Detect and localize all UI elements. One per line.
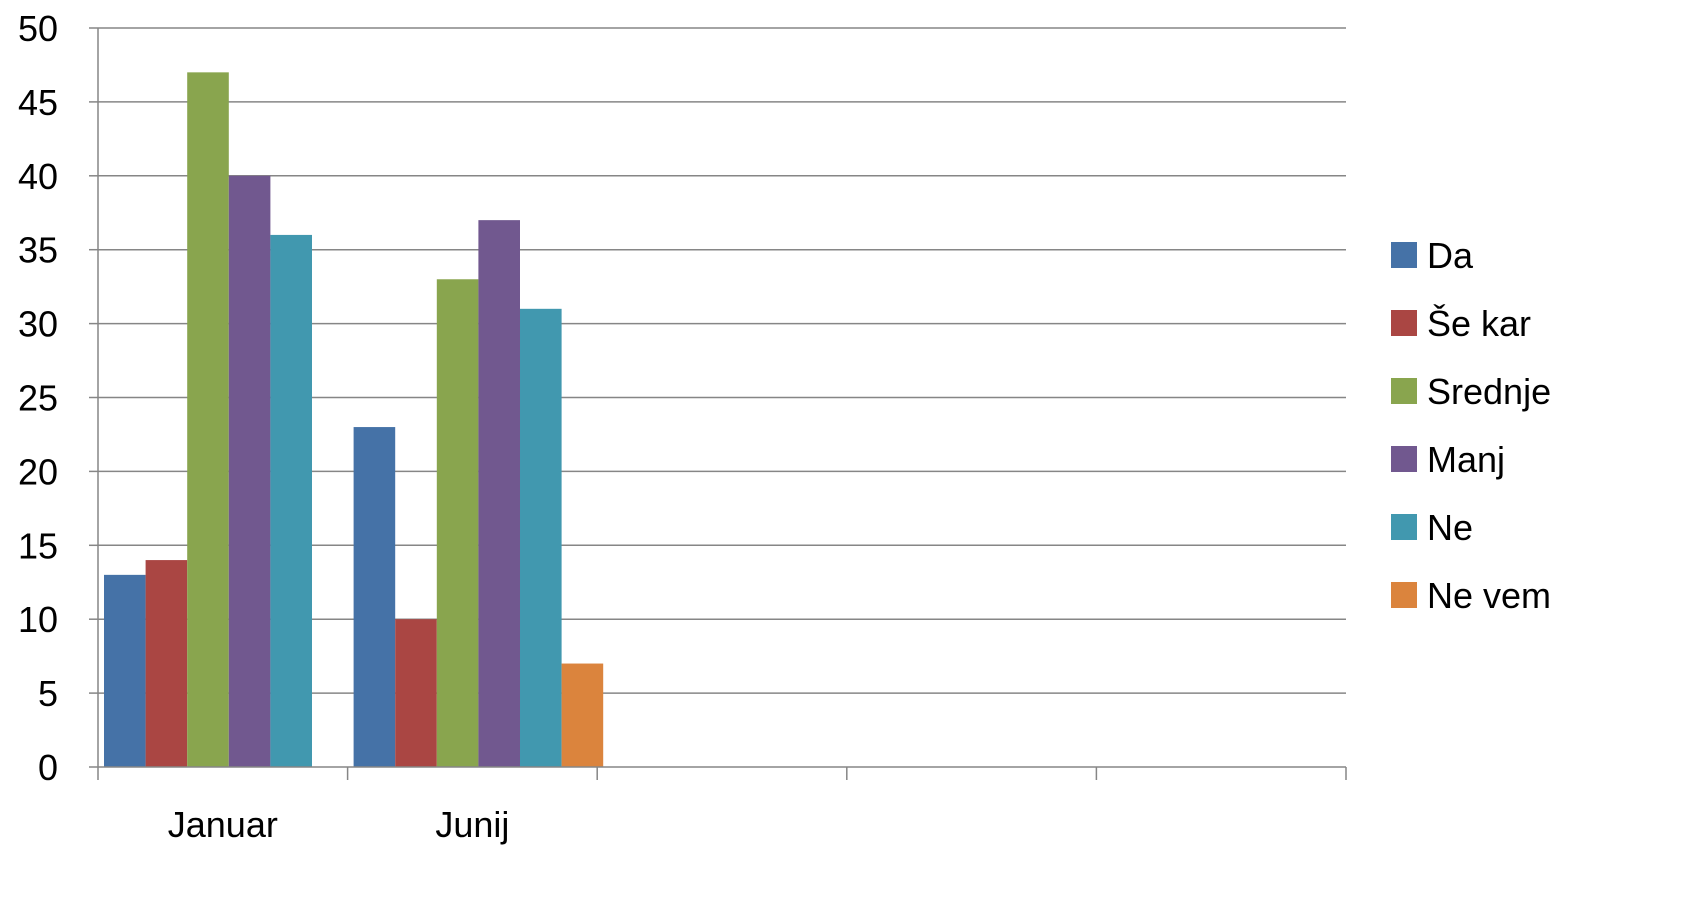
legend-label-ne: Ne <box>1427 507 1473 548</box>
bar-ne-vem-junij <box>561 663 604 767</box>
legend-swatch-manj <box>1391 446 1417 472</box>
legend-swatch-da <box>1391 242 1417 268</box>
legend-swatch-ne-vem <box>1391 582 1417 608</box>
y-tick-label: 25 <box>18 378 58 419</box>
y-tick-labels: 0 5 10 15 20 25 30 35 40 45 50 <box>18 8 58 788</box>
bar-srednje-januar <box>187 72 229 768</box>
bar-ne-januar <box>270 234 312 768</box>
y-tick-label: 10 <box>18 599 58 640</box>
bar-manj-junij <box>478 220 520 767</box>
y-tick-label: 20 <box>18 451 58 492</box>
axes <box>89 27 1347 780</box>
y-tick-label: 35 <box>18 230 58 271</box>
x-tick-labels: Januar Junij <box>168 804 510 845</box>
y-tick-label: 40 <box>18 156 58 197</box>
bar-srednje-junij <box>436 279 479 767</box>
y-tick-label: 30 <box>18 304 58 345</box>
bar-da-junij <box>353 427 396 767</box>
legend-label-manj: Manj <box>1427 439 1505 480</box>
bar--e-kar-januar <box>145 560 188 767</box>
legend-label-srednje: Srednje <box>1427 371 1551 412</box>
x-tick-label: Januar <box>168 804 278 845</box>
y-tick-label: 50 <box>18 8 58 49</box>
legend-label-ne-vem: Ne vem <box>1427 575 1551 616</box>
bar--e-kar-junij <box>395 619 437 767</box>
legend-label--e-kar: Še kar <box>1427 303 1531 344</box>
x-tick-label: Junij <box>435 804 509 845</box>
y-tick-label: 5 <box>38 673 58 714</box>
bar-ne-junij <box>520 308 562 767</box>
legend: Da Še kar Srednje Manj Ne Ne vem <box>1391 235 1551 616</box>
bar-manj-januar <box>228 175 271 768</box>
bar-da-januar <box>104 574 146 767</box>
legend-label-da: Da <box>1427 235 1474 276</box>
legend-swatch--e-kar <box>1391 310 1417 336</box>
y-tick-label: 45 <box>18 82 58 123</box>
legend-swatch-srednje <box>1391 378 1417 404</box>
y-tick-label: 15 <box>18 525 58 566</box>
y-tick-label: 0 <box>38 747 58 788</box>
legend-swatch-ne <box>1391 514 1417 540</box>
bars <box>104 72 604 768</box>
